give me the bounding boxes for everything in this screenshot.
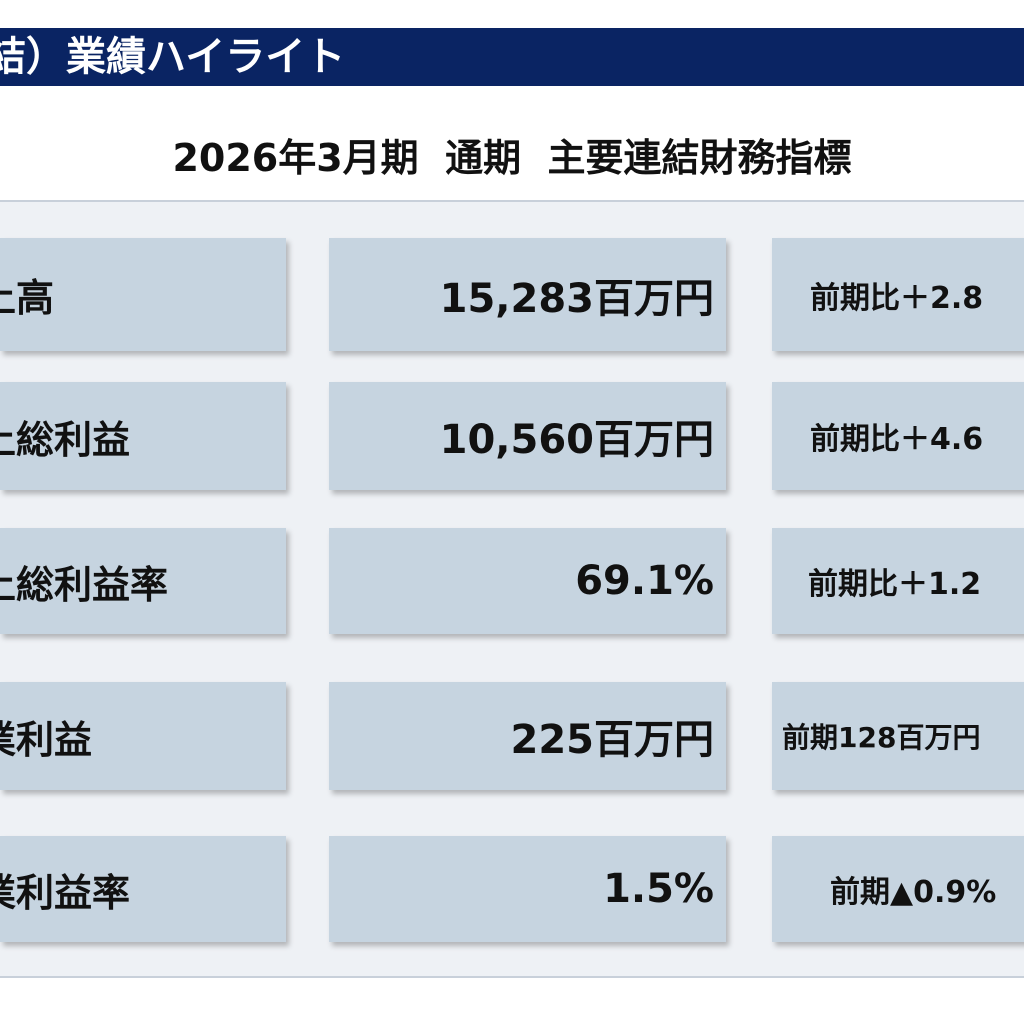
metric-label: 上総利益 xyxy=(0,417,131,462)
metric-value-cell: 15,283百万円 xyxy=(329,238,726,351)
metric-change: 前期128百万円 xyxy=(782,721,981,754)
metric-label-cell: 上総利益率 xyxy=(0,528,286,634)
metric-label: 上高 xyxy=(0,276,55,320)
metric-change: 前期比＋4.6 xyxy=(810,422,984,457)
metric-change: 前期比＋2.8 xyxy=(810,280,984,316)
header-bar: 結）業績ハイライト xyxy=(0,28,1024,86)
metric-change-cell: 前期比＋2.8 xyxy=(772,238,1024,351)
metric-label-cell: 業利益率 xyxy=(0,836,286,942)
metric-value-cell: 1.5% xyxy=(329,836,726,942)
metric-value-cell: 69.1% xyxy=(329,528,726,634)
metric-value-cell: 10,560百万円 xyxy=(329,382,726,490)
page-title: 結）業績ハイライト xyxy=(0,34,346,80)
metric-value: 1.5% xyxy=(603,866,714,912)
metric-label: 業利益率 xyxy=(0,870,131,915)
metric-change: 前期▲0.9% xyxy=(830,875,997,910)
metric-change-cell: 前期比＋1.2 xyxy=(772,528,1024,634)
metric-label: 業利益 xyxy=(0,717,93,762)
metric-label-cell: 上高 xyxy=(0,238,286,351)
metric-value: 15,283百万円 xyxy=(439,275,714,322)
metric-value: 10,560百万円 xyxy=(439,417,714,463)
metric-value: 69.1% xyxy=(575,558,714,604)
financial-metrics-panel: 上高 15,283百万円 前期比＋2.8 上総利益 10,560百万円 前期比＋… xyxy=(0,200,1024,978)
metric-label: 上総利益率 xyxy=(0,562,169,607)
metric-change-cell: 前期128百万円 xyxy=(772,682,1024,790)
metric-change-cell: 前期▲0.9% xyxy=(772,836,1024,942)
section-subtitle: 2026年3月期 通期 主要連結財務指標 xyxy=(172,136,852,180)
metric-label-cell: 業利益 xyxy=(0,682,286,790)
metric-label-cell: 上総利益 xyxy=(0,382,286,490)
metric-value-cell: 225百万円 xyxy=(329,682,726,790)
metric-change: 前期比＋1.2 xyxy=(808,567,982,602)
metric-value: 225百万円 xyxy=(510,717,715,763)
metric-change-cell: 前期比＋4.6 xyxy=(772,382,1024,490)
